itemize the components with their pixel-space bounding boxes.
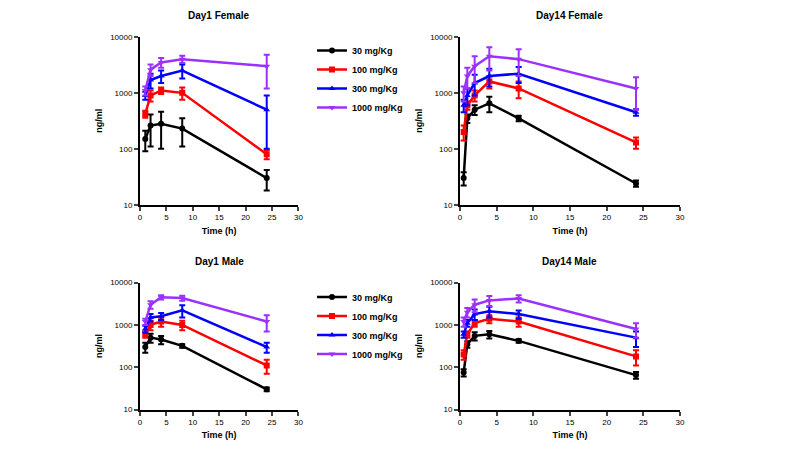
svg-text:20: 20 [241,213,250,222]
svg-text:0: 0 [138,418,143,427]
svg-text:30: 30 [676,213,685,222]
svg-text:10: 10 [529,418,538,427]
svg-text:0: 0 [458,418,463,427]
svg-text:1000: 1000 [435,321,453,330]
svg-text:25: 25 [639,213,648,222]
svg-text:25: 25 [268,418,277,427]
svg-text:100: 100 [119,363,133,372]
svg-text:5: 5 [494,213,499,222]
svg-text:15: 15 [215,418,224,427]
svg-text:30: 30 [676,418,685,427]
svg-text:25: 25 [639,418,648,427]
svg-text:Day1 Male: Day1 Male [195,256,244,267]
svg-text:10: 10 [529,213,538,222]
svg-text:25: 25 [268,213,277,222]
svg-text:30 mg/Kg: 30 mg/Kg [352,46,393,56]
svg-text:15: 15 [215,213,224,222]
svg-text:1000 mg/Kg: 1000 mg/Kg [352,350,403,360]
svg-text:ng/ml: ng/ml [94,109,104,133]
svg-text:Day1 Female: Day1 Female [188,10,250,21]
svg-text:5: 5 [164,213,169,222]
svg-text:1000: 1000 [115,89,133,98]
svg-text:100: 100 [439,363,453,372]
svg-text:10000: 10000 [110,278,133,287]
svg-text:Time (h): Time (h) [553,430,588,440]
svg-text:300 mg/Kg: 300 mg/Kg [352,331,398,341]
svg-text:1000: 1000 [435,89,453,98]
svg-text:10000: 10000 [430,33,453,42]
svg-text:10000: 10000 [430,278,453,287]
svg-text:15: 15 [566,213,575,222]
svg-text:10: 10 [123,405,132,414]
svg-text:Day14 Female: Day14 Female [536,10,603,21]
svg-text:Time (h): Time (h) [202,226,237,236]
svg-text:100: 100 [439,145,453,154]
svg-text:15: 15 [566,418,575,427]
svg-text:1000: 1000 [115,321,133,330]
svg-text:30: 30 [294,418,303,427]
svg-text:30 mg/Kg: 30 mg/Kg [352,293,393,303]
svg-text:Time (h): Time (h) [202,430,237,440]
svg-text:0: 0 [458,213,463,222]
svg-text:20: 20 [602,418,611,427]
svg-text:10: 10 [443,201,452,210]
svg-text:10000: 10000 [110,33,133,42]
svg-text:100: 100 [119,145,133,154]
svg-text:5: 5 [164,418,169,427]
svg-text:5: 5 [494,418,499,427]
svg-text:100 mg/Kg: 100 mg/Kg [352,312,398,322]
svg-text:20: 20 [241,418,250,427]
svg-text:Time (h): Time (h) [553,226,588,236]
svg-text:30: 30 [294,213,303,222]
svg-text:100 mg/Kg: 100 mg/Kg [352,65,398,75]
svg-text:10: 10 [443,405,452,414]
svg-text:0: 0 [138,213,143,222]
svg-text:20: 20 [602,213,611,222]
svg-text:Day14 Male: Day14 Male [542,256,597,267]
svg-text:ng/ml: ng/ml [94,334,104,358]
svg-text:10: 10 [188,418,197,427]
svg-text:10: 10 [123,201,132,210]
svg-text:300 mg/Kg: 300 mg/Kg [352,84,398,94]
svg-text:1000 mg/Kg: 1000 mg/Kg [352,103,403,113]
svg-text:ng/ml: ng/ml [414,109,424,133]
svg-text:ng/ml: ng/ml [414,334,424,358]
svg-text:10: 10 [188,213,197,222]
